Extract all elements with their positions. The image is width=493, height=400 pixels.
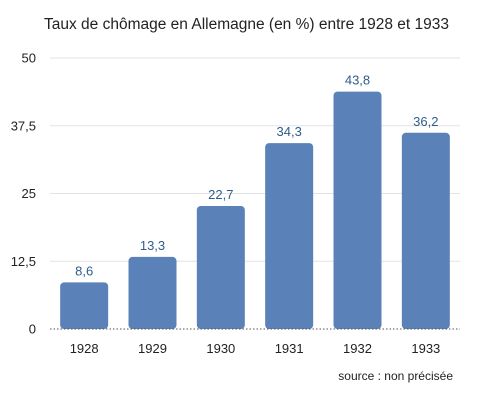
bars <box>60 91 450 329</box>
data-label: 43,8 <box>345 73 370 88</box>
y-tick-label: 25 <box>22 186 36 201</box>
data-label: 8,6 <box>75 263 93 278</box>
x-tick-label: 1931 <box>275 341 304 356</box>
data-label: 22,7 <box>208 187 233 202</box>
x-tick-label: 1930 <box>206 341 235 356</box>
data-label: 13,3 <box>140 238 165 253</box>
x-axis-ticks: 1928 1929 1930 1931 1932 1933 <box>70 341 441 356</box>
y-tick-label: 37,5 <box>11 118 36 133</box>
bar-1930 <box>196 205 245 329</box>
bar-1932 <box>333 91 382 329</box>
y-axis-ticks: 0 12,5 25 37,5 50 <box>11 51 36 337</box>
grid-lines <box>50 57 460 262</box>
x-tick-label: 1933 <box>411 341 440 356</box>
y-tick-label: 0 <box>29 322 36 337</box>
data-label: 34,3 <box>277 124 302 139</box>
chart-title: Taux de chômage en Allemagne (en %) entr… <box>44 16 449 33</box>
data-labels: 8,6 13,3 22,7 34,3 43,8 36,2 <box>75 73 438 279</box>
data-label: 36,2 <box>413 114 438 129</box>
bar-1933 <box>401 132 450 329</box>
bar-1929 <box>128 256 177 329</box>
x-tick-label: 1932 <box>343 341 372 356</box>
y-tick-label: 50 <box>22 51 36 66</box>
x-tick-label: 1928 <box>70 341 99 356</box>
x-tick-label: 1929 <box>138 341 167 356</box>
source-note: source : non précisée <box>338 369 453 383</box>
bar-1931 <box>265 143 314 329</box>
bar-1928 <box>60 282 109 329</box>
y-tick-label: 12,5 <box>11 254 36 269</box>
